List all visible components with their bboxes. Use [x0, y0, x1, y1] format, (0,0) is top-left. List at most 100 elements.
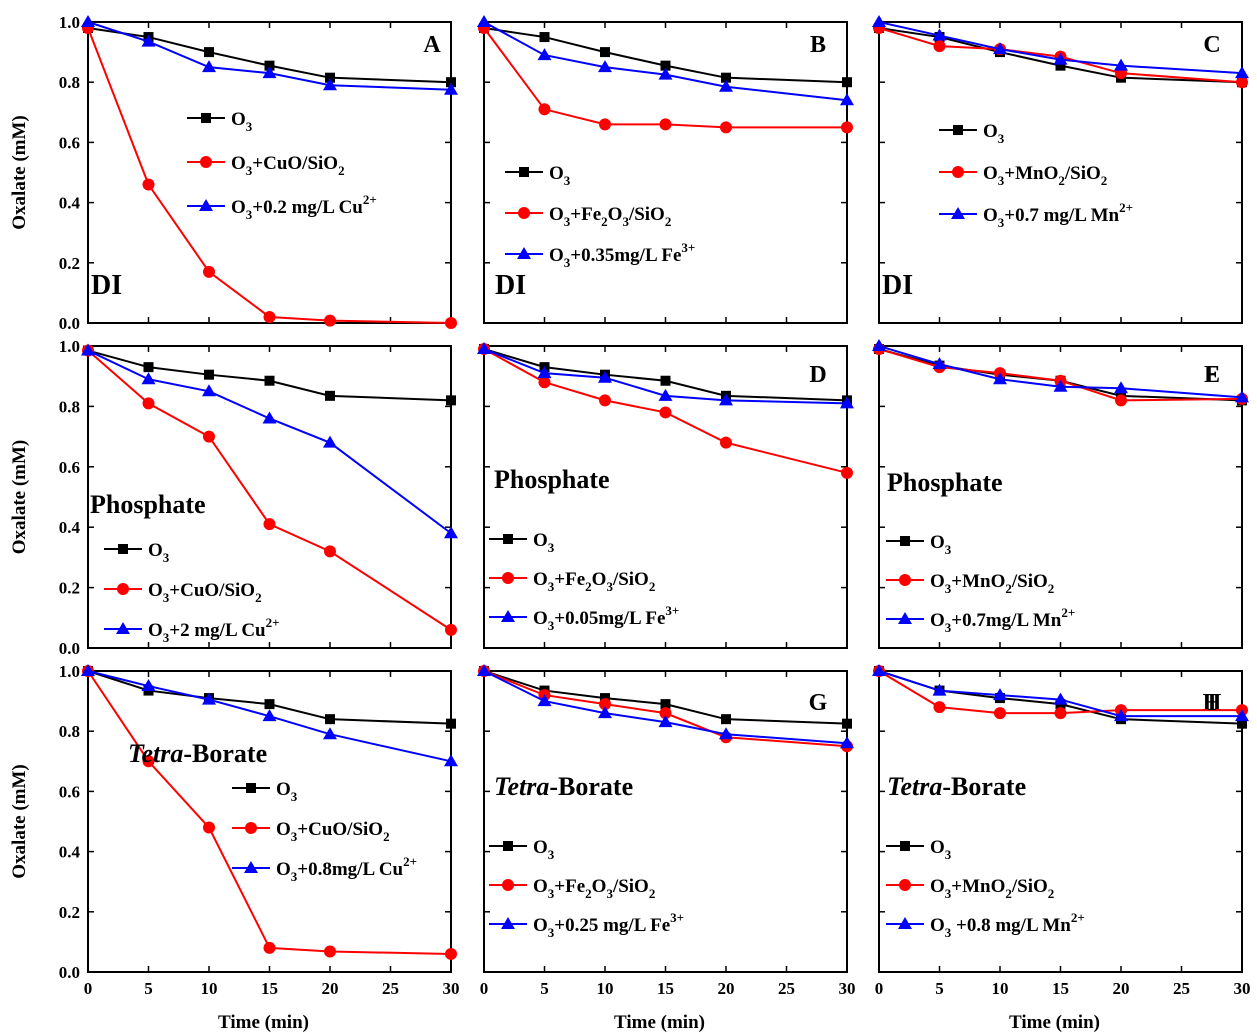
- legend-marker: [952, 166, 964, 178]
- data-point: [203, 430, 215, 443]
- legend-text-part: O: [231, 153, 246, 174]
- legend-label: O3+CuO/SiO2: [231, 153, 345, 178]
- data-point: [1055, 60, 1066, 71]
- data-point: [263, 941, 276, 954]
- series-line: [483, 27, 848, 84]
- legend-label: O3: [533, 837, 555, 862]
- legend-subscript: 2: [1005, 581, 1012, 596]
- data-point: [872, 664, 886, 676]
- legend-label: O3+MnO2/SiO2: [930, 571, 1054, 596]
- legend-subscript: 2: [585, 886, 592, 901]
- legend-text-part: /SiO: [612, 569, 649, 590]
- legend-label: O3+2 mg/L Cu2+: [148, 615, 280, 645]
- legend-subscript: 3: [945, 886, 952, 901]
- legend-text-part: O: [983, 205, 998, 226]
- legend-marker: [245, 822, 257, 834]
- data-point: [993, 42, 1007, 55]
- panel-letter: A: [423, 32, 441, 58]
- data-point: [81, 664, 95, 676]
- data-point: [872, 15, 886, 27]
- legend-marker: [518, 207, 530, 219]
- series-line: [87, 670, 452, 955]
- legend-label: O3+MnO2/SiO2: [983, 163, 1107, 188]
- y-tick-label: 1.0: [59, 13, 80, 32]
- legend-text-part: O: [608, 204, 623, 225]
- legend-subscript: 3: [998, 131, 1005, 146]
- legend-subscript: 3: [998, 215, 1005, 230]
- series-line: [483, 21, 848, 102]
- data-point: [538, 103, 551, 116]
- legend-text-part: O: [549, 163, 564, 184]
- data-point: [599, 118, 611, 131]
- legend-label: O3+Fe2O3/SiO2: [533, 569, 655, 594]
- panel-letter: G: [809, 690, 828, 716]
- legend-subscript: 3: [163, 630, 170, 645]
- panel-letter: F: [1205, 362, 1220, 388]
- legend-superscript: 2+: [363, 192, 377, 207]
- data-point: [841, 121, 853, 134]
- series-line: [87, 21, 452, 91]
- panel-letter: B: [810, 32, 826, 58]
- panel-letter: D: [809, 362, 826, 388]
- data-point: [263, 518, 276, 531]
- data-point: [537, 366, 552, 379]
- legend-marker: [899, 879, 911, 891]
- legend-marker: [519, 167, 529, 177]
- series-line: [878, 27, 1243, 84]
- data-point: [1235, 709, 1249, 722]
- series-line: [87, 349, 452, 402]
- data-point: [537, 694, 552, 707]
- condition-label: Tetra-Borate: [887, 772, 1026, 801]
- condition-rest-part: -Borate: [942, 772, 1026, 801]
- series-line: [483, 27, 847, 129]
- data-point: [993, 688, 1007, 701]
- series-line: [87, 349, 452, 535]
- data-point: [840, 396, 854, 409]
- data-point: [264, 60, 275, 71]
- data-point: [142, 178, 155, 191]
- x-tick-label: 15: [261, 979, 278, 998]
- legend-text-part: +0.25 mg/L Fe: [554, 915, 670, 936]
- y-tick-label: 0.2: [59, 254, 80, 273]
- legend-text-part: +Fe: [554, 876, 585, 897]
- data-point: [660, 375, 671, 386]
- legend-subscript: 3: [291, 869, 298, 884]
- legend-subscript: 3: [945, 620, 952, 635]
- data-point: [719, 79, 733, 92]
- data-point: [600, 693, 610, 704]
- data-point: [143, 362, 154, 373]
- series-line: [87, 27, 452, 324]
- legend-superscript: 2+: [1119, 200, 1133, 215]
- y-tick-label: 0.0: [59, 314, 80, 333]
- legend-label: O3: [930, 837, 952, 862]
- legend-subscript: 2: [1048, 886, 1055, 901]
- data-point: [477, 342, 491, 355]
- x-axis-title: Time (min): [1009, 1012, 1100, 1033]
- y-tick-label: 0.2: [59, 579, 80, 598]
- legend-text-part: O: [148, 620, 163, 641]
- legend-text-part: O: [533, 569, 548, 590]
- data-point: [444, 82, 458, 95]
- legend-label: O3+0.2 mg/L Cu2+: [231, 192, 377, 222]
- y-tick-label: 1.0: [59, 337, 80, 356]
- x-tick-label: 15: [1052, 979, 1069, 998]
- legend-text-part: +0.7mg/L Mn: [951, 610, 1061, 631]
- legend-subscript: 3: [246, 163, 253, 178]
- legend-text-part: +MnO: [951, 571, 1005, 592]
- data-point: [932, 683, 947, 696]
- data-point: [660, 60, 671, 71]
- legend-subscript: 2: [1058, 173, 1065, 188]
- series-line: [483, 670, 848, 745]
- series-line: [878, 27, 1243, 84]
- data-point: [324, 545, 336, 558]
- data-point: [658, 388, 673, 401]
- y-tick-label: 0.4: [59, 194, 81, 213]
- legend-text-part: O: [592, 876, 607, 897]
